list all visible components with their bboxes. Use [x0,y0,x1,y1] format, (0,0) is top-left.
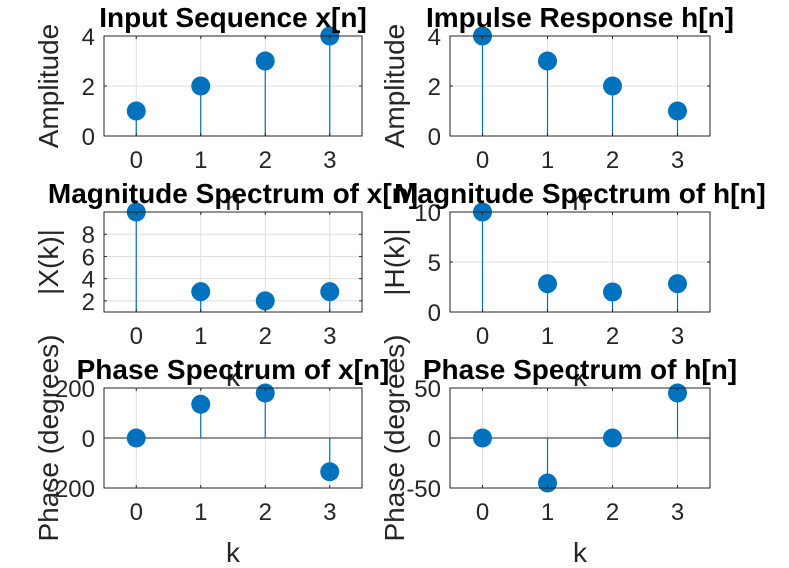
stem-marker [668,383,687,403]
stem-marker [320,282,340,302]
subplot-6: 0 1 2 3 -50 0 50 k Phase (degrees) Phase Spectrum… [379,334,737,568]
stem-marker [126,428,146,448]
chart-title: Input Sequence x[n] [99,2,367,33]
y-tick-label: -200 [47,476,95,503]
y-tick-label: 50 [414,376,441,403]
x-tick-label: 1 [194,499,207,526]
x-tick-label: 2 [259,499,272,526]
y-tick-label: 5 [428,250,441,277]
chart-title: Magnitude Spectrum of x[n] [48,178,418,209]
y-tick-label: 8 [82,222,95,249]
stem-marker [603,76,622,96]
x-tick-label: 0 [130,499,143,526]
y-tick-label: 0 [428,426,441,453]
stem-marker [255,383,275,403]
x-tick-label: 2 [259,323,272,350]
x-tick-label: 1 [194,323,207,350]
x-tick-label: 1 [541,499,554,526]
y-tick-label: 2 [82,74,95,101]
stem-marker [255,291,275,311]
y-tick-label: 4 [82,267,95,294]
subplot-5: 0 1 2 3 -200 0 200 k Phase (degrees) Phase Spectr… [33,334,389,568]
x-tick-label: 0 [130,323,143,350]
x-tick-label: 1 [194,147,207,174]
x-tick-label: 3 [671,323,684,350]
plot-area [104,212,362,312]
y-tick-label: 10 [414,200,441,227]
stem-marker [668,101,687,121]
x-tick-label: 2 [606,147,619,174]
axes-box [103,211,363,313]
y-axis-label: Amplitude [33,24,64,149]
stem-marker [538,51,557,71]
y-tick-label: 2 [82,289,95,316]
x-tick-label: 2 [606,323,619,350]
x-axis-label: k [226,361,241,392]
x-tick-label: 3 [671,147,684,174]
y-axis-label: |X(k)| [33,229,64,295]
chart-title: Magnitude Spectrum of h[n] [394,178,766,209]
x-axis-label: k [226,537,241,568]
y-axis-label: Phase (degrees) [33,334,64,541]
x-tick-label: 3 [323,147,336,174]
chart-title: Impulse Response h[n] [426,2,734,33]
x-axis-label: k [573,361,588,392]
stem-marker [603,428,622,448]
x-tick-label: 0 [130,147,143,174]
y-axis-label: |H(k)| [379,228,410,295]
x-tick-label: 0 [476,323,489,350]
x-tick-label: 1 [541,323,554,350]
y-tick-label: 200 [55,376,95,403]
y-axis-label: Phase (degrees) [379,334,410,541]
x-tick-label: 0 [476,147,489,174]
stem-marker [320,462,340,482]
x-tick-label: 2 [606,499,619,526]
subplot-2: 0 1 2 3 0 2 4 n Amplitude Impulse Response h[n] [379,2,734,216]
stem-marker [191,76,211,96]
y-tick-label: -50 [406,476,441,503]
stem-marker [538,473,557,493]
y-tick-label: 6 [82,244,95,271]
chart-title: Phase Spectrum of x[n] [77,354,390,385]
chart-title: Phase Spectrum of h[n] [423,354,737,385]
y-tick-label: 0 [82,124,95,151]
y-tick-label: 0 [428,300,441,327]
stem-marker [668,274,687,294]
x-tick-label: 1 [541,147,554,174]
stem-marker [538,274,557,294]
x-axis-label: n [572,185,588,216]
subplot-1: 0 1 2 3 0 2 4 n Amplitude Input Sequence x[n] [33,2,367,216]
subplot-4: 0 1 2 3 0 5 10 k |H(k)| Magnitude Spectrum of h[n… [379,178,766,392]
y-tick-label: 4 [428,24,441,51]
x-tick-label: 0 [476,499,489,526]
x-tick-label: 3 [323,323,336,350]
stem-marker [255,51,275,71]
x-tick-label: 3 [671,499,684,526]
y-axis-label: Amplitude [379,24,410,149]
x-axis-label: k [573,537,588,568]
y-tick-label: 0 [428,124,441,151]
stem-marker [603,282,622,302]
stem-marker [191,394,211,414]
y-tick-label: 0 [82,426,95,453]
y-tick-label: 2 [428,74,441,101]
x-tick-label: 2 [259,147,272,174]
stem-marker [191,282,211,302]
stem-marker [473,428,492,448]
x-axis-label: n [225,185,241,216]
x-tick-label: 3 [323,499,336,526]
y-tick-label: 4 [82,24,95,51]
stem-marker [126,101,146,121]
